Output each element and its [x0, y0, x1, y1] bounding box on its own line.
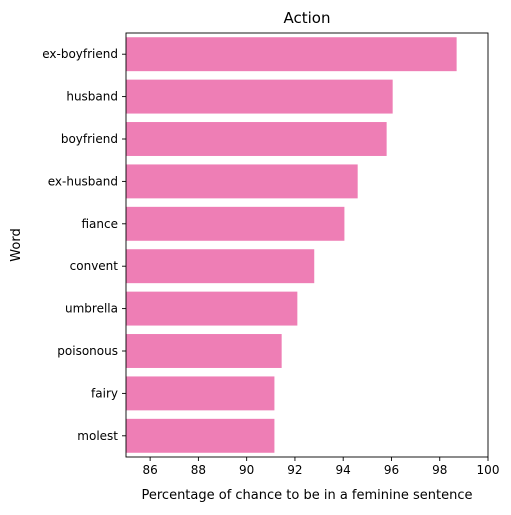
- x-tick-label: 88: [191, 463, 206, 477]
- x-tick-label: 92: [287, 463, 302, 477]
- y-tick-label: molest: [77, 429, 118, 443]
- plot-frame: [125, 32, 489, 458]
- y-tick-label: husband: [66, 90, 118, 104]
- y-axis-label: Word: [9, 228, 24, 261]
- x-axis-ticks: 86 88 90 92 94 96 98 100: [142, 457, 499, 477]
- x-tick-label: 100: [477, 463, 500, 477]
- y-tick-label: ex-boyfriend: [42, 47, 118, 61]
- x-tick-label: 86: [142, 463, 157, 477]
- bar-convent: [126, 249, 315, 284]
- y-tick-label: poisonous: [57, 344, 118, 358]
- y-tick-label: convent: [70, 259, 119, 273]
- bar-ex-husband: [126, 164, 358, 199]
- y-tick-label: fairy: [91, 386, 118, 400]
- bar-poisonous: [126, 334, 282, 368]
- bar-husband: [126, 79, 393, 114]
- y-axis-ticks: ex-boyfriend husband boyfriend ex-husband fi…: [42, 47, 126, 443]
- x-tick-label: 96: [384, 463, 399, 477]
- y-tick-label: ex-husband: [48, 174, 118, 188]
- bar-boyfriend: [126, 122, 387, 156]
- x-axis-label: Percentage of chance to be in a feminine…: [141, 488, 472, 503]
- chart-title: Action: [284, 9, 331, 27]
- bar-molest: [126, 418, 275, 453]
- bar-fairy: [126, 376, 275, 411]
- y-tick-label: boyfriend: [61, 132, 118, 146]
- x-tick-label: 90: [239, 463, 254, 477]
- bar-umbrella: [126, 291, 298, 326]
- x-tick-label: 98: [432, 463, 447, 477]
- bars-layer: [126, 37, 457, 453]
- y-tick-label: fiance: [82, 217, 119, 231]
- bar-fiance: [126, 206, 345, 241]
- x-tick-label: 94: [336, 463, 351, 477]
- bar-ex-boyfriend: [126, 37, 457, 72]
- y-tick-label: umbrella: [65, 302, 118, 316]
